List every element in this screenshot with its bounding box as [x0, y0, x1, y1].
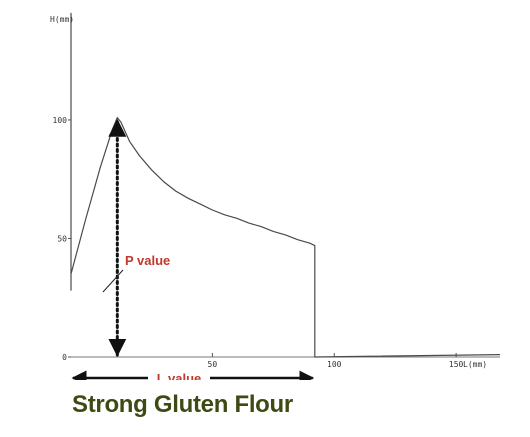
y-tick-label: 0	[62, 353, 67, 362]
x-axis-label: L(mm)	[463, 360, 487, 369]
p-value-leader	[102, 269, 124, 293]
x-tick-label: 50	[208, 360, 218, 369]
x-tick-label: 150	[449, 360, 464, 369]
tick-labels: 0 50 100 50 100 150 H(mm) L(mm)	[50, 15, 487, 369]
x-tick-label: 100	[327, 360, 342, 369]
curve-line	[70, 12, 501, 358]
p-value-label: P value	[125, 253, 170, 268]
y-tick-label: 50	[57, 234, 67, 243]
y-tick-label: 100	[53, 116, 68, 125]
chart-caption: Strong Gluten Flour	[72, 391, 293, 418]
l-value-label: L value	[157, 371, 202, 380]
annotations: P value L value	[71, 118, 315, 380]
axes	[68, 119, 500, 358]
y-axis-label: H(mm)	[50, 15, 74, 24]
alveograph-chart: 0 50 100 50 100 150 H(mm) L(mm) P value L value	[50, 12, 501, 380]
curve-series	[70, 12, 501, 358]
